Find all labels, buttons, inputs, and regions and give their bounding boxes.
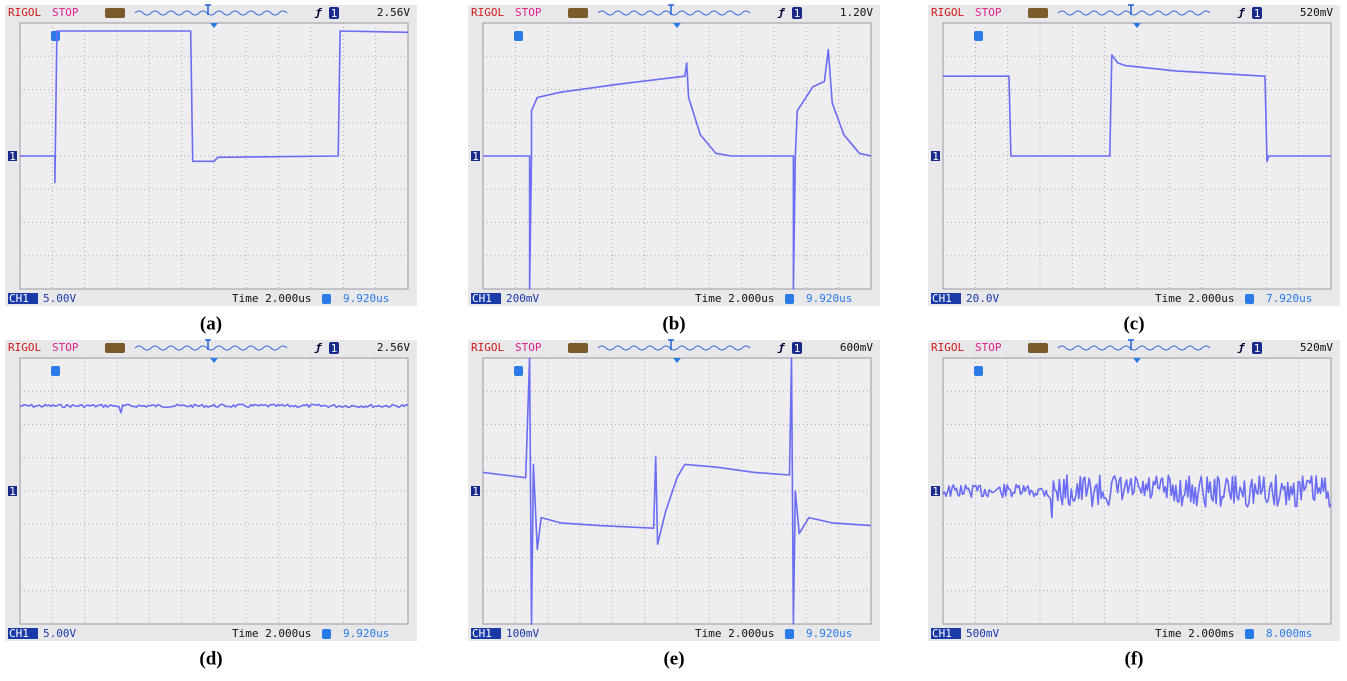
brand: RIGOL (931, 6, 964, 19)
offset: 9.920us (343, 292, 389, 305)
ground-marker: 1 (9, 150, 16, 163)
battery-icon (1028, 343, 1048, 353)
scale: 100mV (506, 627, 539, 640)
ground-marker: 1 (472, 150, 479, 163)
channel: CH1 (472, 292, 492, 305)
battery-icon (105, 8, 125, 18)
scale: 5.00V (43, 627, 76, 640)
brand: RIGOL (8, 6, 41, 19)
scope-panel: RIGOLSTOPƒ1520mV1CH1500mVTime 2.000ms8.0… (928, 340, 1340, 641)
offset-icon (785, 629, 794, 639)
time-marker (974, 366, 983, 376)
time-marker (51, 31, 60, 41)
status: STOP (515, 341, 542, 354)
status: STOP (515, 6, 542, 19)
timebase: Time 2.000us (232, 292, 311, 305)
channel: CH1 (932, 292, 952, 305)
trigger-level: 2.56V (377, 6, 410, 19)
channel: CH1 (9, 292, 29, 305)
ground-marker: 1 (9, 485, 16, 498)
trigger-level: 520mV (1300, 341, 1333, 354)
offset: 9.920us (806, 292, 852, 305)
status: STOP (975, 6, 1002, 19)
trigger-source: 1 (1254, 342, 1261, 355)
ground-marker: 1 (472, 485, 479, 498)
trigger-level: 600mV (840, 341, 873, 354)
caption: (b) (662, 313, 685, 334)
caption: (d) (199, 648, 222, 669)
offset: 9.920us (806, 627, 852, 640)
offset: 7.920us (1266, 292, 1312, 305)
trigger-level: 520mV (1300, 6, 1333, 19)
page: {"panels":[ {"brand":"RIGOL","status":"S… (0, 0, 1347, 681)
time-marker (974, 31, 983, 41)
channel: CH1 (932, 627, 952, 640)
trigger-source: 1 (794, 342, 801, 355)
status: STOP (52, 6, 79, 19)
trigger-source: 1 (331, 342, 338, 355)
timebase: Time 2.000us (695, 292, 774, 305)
channel: CH1 (472, 627, 492, 640)
battery-icon (568, 343, 588, 353)
timebase: Time 2.000us (1155, 292, 1234, 305)
time-marker (514, 366, 523, 376)
battery-icon (105, 343, 125, 353)
battery-icon (568, 8, 588, 18)
status: STOP (52, 341, 79, 354)
scale: 20.0V (966, 292, 999, 305)
caption: (a) (200, 313, 222, 334)
timebase: Time 2.000us (695, 627, 774, 640)
channel: CH1 (9, 627, 29, 640)
caption: (c) (1123, 313, 1144, 334)
offset-icon (1245, 629, 1254, 639)
offset-icon (785, 294, 794, 304)
scale: 5.00V (43, 292, 76, 305)
brand: RIGOL (8, 341, 41, 354)
offset-icon (1245, 294, 1254, 304)
offset-icon (322, 629, 331, 639)
time-marker (514, 31, 523, 41)
caption: (e) (663, 648, 684, 669)
timebase: Time 2.000ms (1155, 627, 1234, 640)
offset: 9.920us (343, 627, 389, 640)
ground-marker: 1 (932, 150, 939, 163)
trigger-source: 1 (794, 7, 801, 20)
battery-icon (1028, 8, 1048, 18)
figure: RIGOLSTOPƒ12.56V1CH15.00VTime 2.000us9.9… (0, 0, 1347, 681)
trigger-level: 1.20V (840, 6, 873, 19)
timebase: Time 2.000us (232, 627, 311, 640)
scale: 200mV (506, 292, 539, 305)
offset-icon (322, 294, 331, 304)
trigger-source: 1 (331, 7, 338, 20)
scale: 500mV (966, 627, 999, 640)
offset: 8.000ms (1266, 627, 1312, 640)
brand: RIGOL (471, 341, 504, 354)
trigger-level: 2.56V (377, 341, 410, 354)
caption: (f) (1125, 648, 1144, 669)
brand: RIGOL (471, 6, 504, 19)
trigger-source: 1 (1254, 7, 1261, 20)
brand: RIGOL (931, 341, 964, 354)
ground-marker: 1 (932, 485, 939, 498)
status: STOP (975, 341, 1002, 354)
time-marker (51, 366, 60, 376)
